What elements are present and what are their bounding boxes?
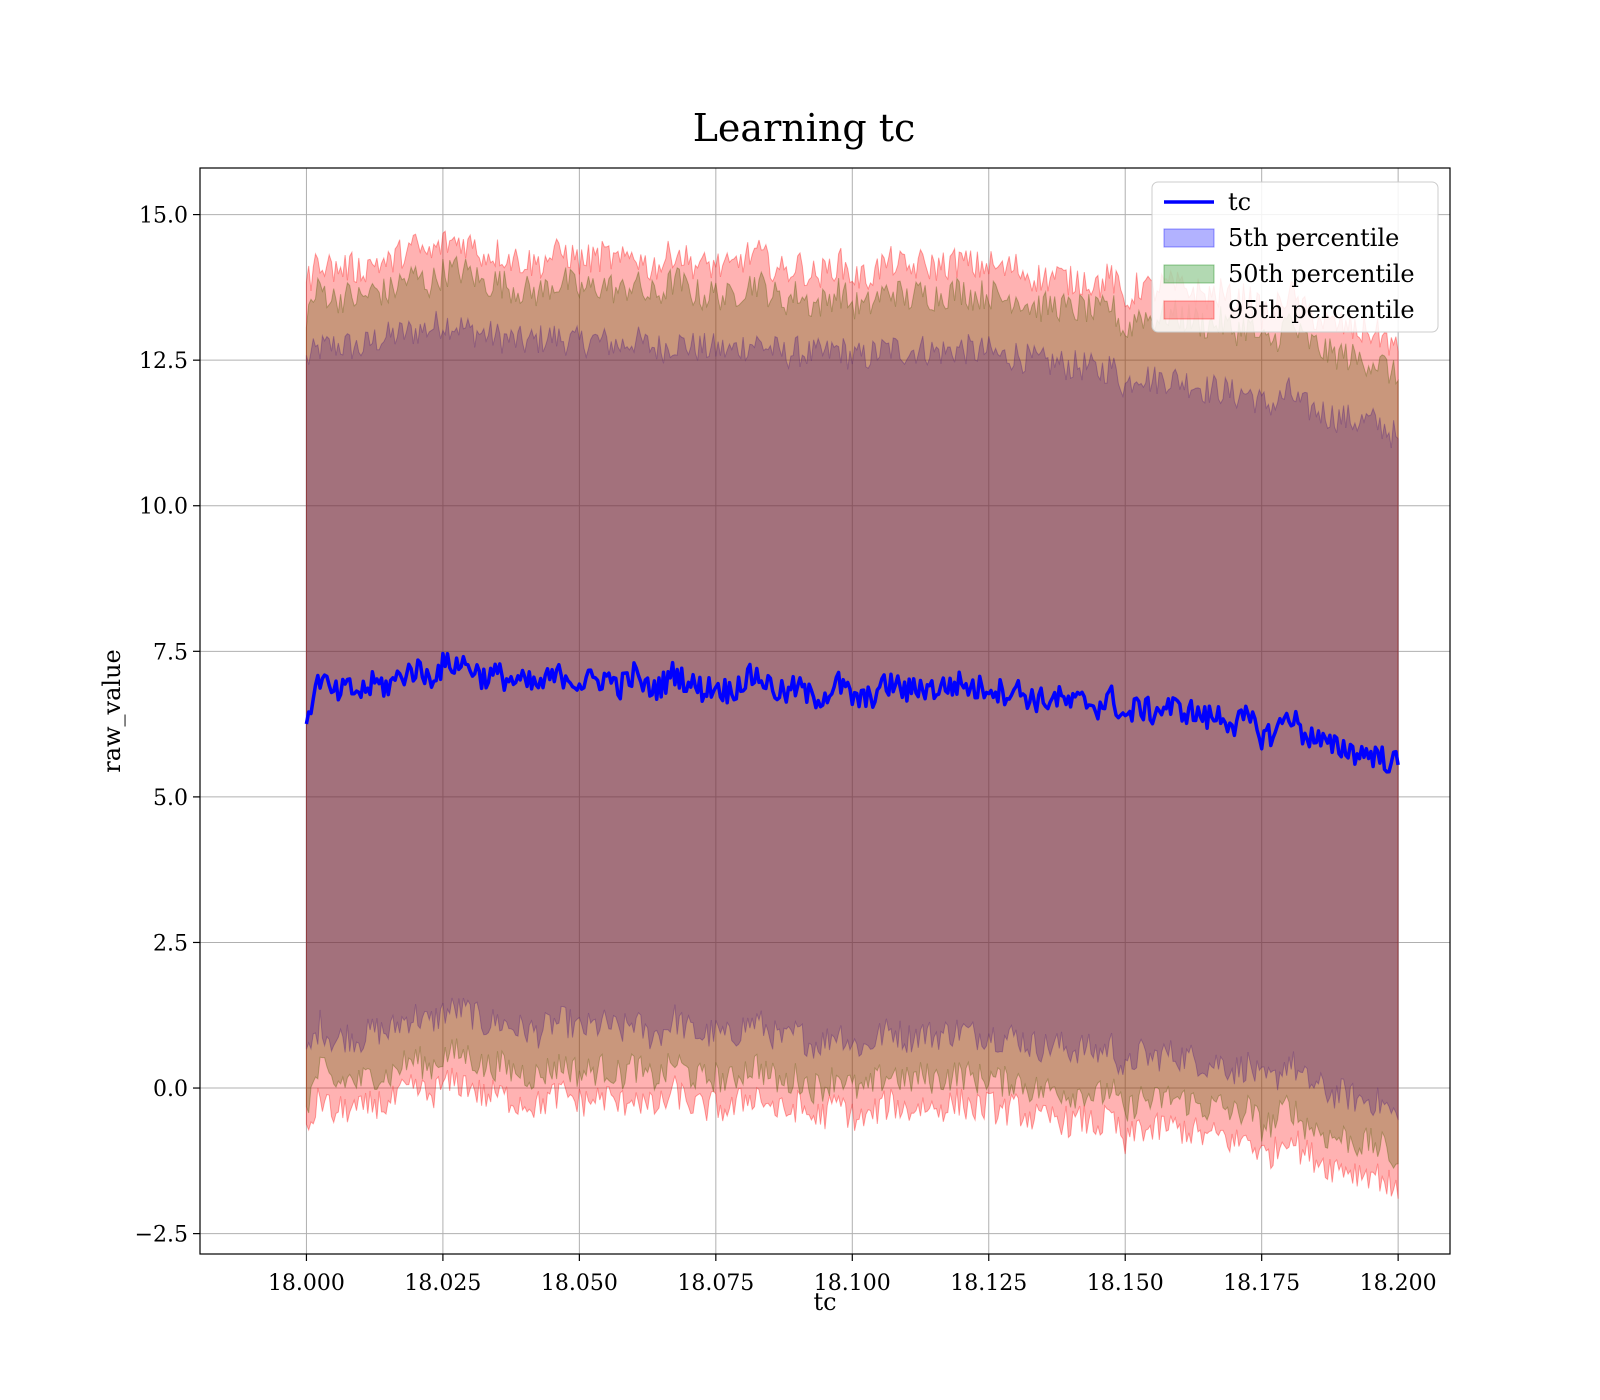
band-5th-percentile	[305, 310, 1399, 1121]
band-95th-percentile	[305, 230, 1399, 1199]
legend: tc 5th percentile 50th percentile 95th perc…	[1151, 181, 1439, 333]
legend-swatch-patch	[1163, 300, 1215, 320]
x-tick-label: 18.100	[814, 1271, 891, 1296]
y-tick-label: −2.5	[135, 1223, 188, 1248]
legend-label: 5th percentile	[1228, 224, 1399, 252]
legend-swatch-patch	[1163, 228, 1215, 248]
y-axis-ticks: −2.5 0.0 2.5 5.0 7.5 10.0 12.5 15.0	[135, 204, 200, 1248]
legend-box	[1151, 181, 1439, 333]
y-tick-label: 7.5	[153, 640, 188, 665]
x-axis-ticks: 18.000 18.025 18.050 18.075 18.100 18.125 18.1…	[268, 1254, 1437, 1296]
x-tick-label: 18.200	[1360, 1271, 1437, 1296]
y-tick-label: 0.0	[153, 1077, 188, 1102]
series-line-tc	[304, 651, 1400, 774]
legend-label: 95th percentile	[1228, 296, 1415, 324]
x-tick-label: 18.150	[1087, 1271, 1164, 1296]
y-tick-label: 10.0	[139, 495, 188, 520]
x-tick-label: 18.125	[950, 1271, 1027, 1296]
x-tick-label: 18.175	[1223, 1271, 1300, 1296]
y-tick-label: 2.5	[153, 931, 188, 956]
y-axis-label: raw_value	[98, 649, 126, 773]
legend-label: tc	[1228, 188, 1251, 216]
series-lines	[304, 651, 1400, 774]
x-tick-label: 18.050	[541, 1271, 618, 1296]
band-50th-percentile	[305, 255, 1399, 1170]
plot-frame	[199, 167, 1451, 1255]
y-tick-label: 12.5	[139, 349, 188, 374]
chart-title: Learning tc	[693, 106, 916, 150]
x-tick-label: 18.025	[404, 1271, 481, 1296]
legend-label: 50th percentile	[1228, 260, 1415, 288]
grid	[200, 168, 1450, 1254]
x-tick-label: 18.075	[677, 1271, 754, 1296]
y-tick-label: 15.0	[139, 204, 188, 229]
x-tick-label: 18.000	[268, 1271, 345, 1296]
y-tick-label: 5.0	[153, 786, 188, 811]
x-axis-label: tc	[813, 1288, 836, 1316]
percentile-bands	[305, 230, 1399, 1199]
legend-swatch-patch	[1163, 264, 1215, 284]
